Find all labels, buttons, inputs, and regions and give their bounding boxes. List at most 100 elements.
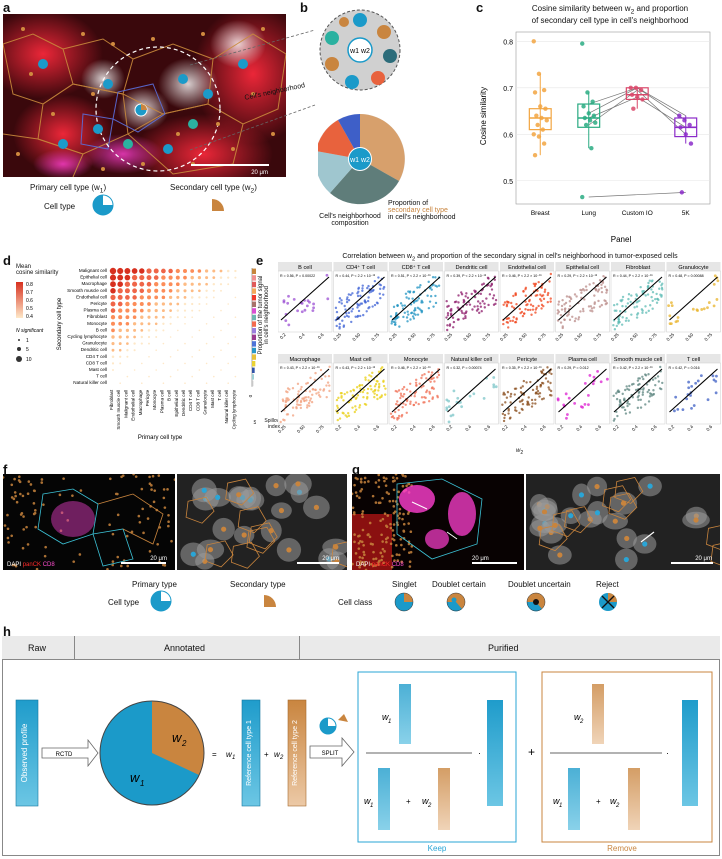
chart-c-point-2-6: [631, 106, 636, 111]
chart-d-dot-7-2: [125, 315, 130, 320]
chart-e-point-14-52: [638, 377, 642, 380]
chart-e-point-4-80: [524, 294, 527, 297]
chart-e-point-12-0: [509, 395, 512, 398]
chart-d-dot-12-12: [198, 349, 201, 351]
chart-e-point-5-31: [605, 302, 609, 305]
chart-e-xtick-2-0: 0.25: [388, 332, 398, 342]
chart-e-point-12-4: [534, 402, 537, 405]
chart-e-point-9-56: [336, 404, 339, 408]
chart-e-xtick-11-2: 0.6: [483, 424, 491, 432]
chart-e-point-1-19: [350, 310, 353, 313]
chart-e-point-8-87: [287, 398, 291, 401]
chart-e-point-4-64: [540, 307, 543, 310]
g-transcript-dot: [390, 565, 394, 569]
g-transcript-dot: [392, 534, 396, 537]
svg-text:2: 2: [615, 803, 620, 809]
g-transcript-dot: [391, 476, 395, 479]
chart-e-point-10-66: [401, 405, 404, 409]
chart-e-point-10-7: [408, 382, 412, 385]
cell-centroid-dot: [295, 481, 301, 487]
chart-e-point-9-4: [384, 393, 387, 396]
f-transcript-dot: [34, 509, 37, 512]
chart-e-point-3-38: [492, 294, 496, 297]
chart-d-dot-12-0: [111, 348, 115, 352]
f-transcript-dot: [62, 477, 65, 480]
chart-d-dot-5-8: [169, 302, 173, 306]
svg-text:w: w: [553, 796, 560, 806]
chart-e-point-15-6: [694, 381, 698, 385]
chart-d-dot-0-1: [117, 267, 124, 275]
chart-e-xtick-14-1: 0.4: [631, 424, 639, 432]
chart-c-point-3-3: [678, 125, 683, 130]
f-transcript-dot: [22, 528, 26, 531]
chart-e-point-5-80: [605, 288, 608, 291]
chart-e-point-6-87: [626, 302, 630, 305]
chart-e-xtick-3-2: 0.75: [481, 332, 491, 342]
workflow-diagram: Observed profile RCTD w 2 w 1 = w 1 Refe…: [15, 671, 713, 853]
f-transcript-dot: [148, 475, 151, 479]
chart-e-point-1-55: [335, 310, 339, 314]
chart-d-dot-16-14: [213, 375, 215, 378]
chart-e-point-8-80: [305, 406, 309, 409]
chart-e-point-2-87: [399, 302, 403, 305]
chart-e-point-5-76: [569, 297, 573, 301]
chart-e-point-2-43: [416, 313, 420, 316]
f-transcript-dot: [6, 536, 10, 540]
chart-c-point-1-5: [591, 113, 597, 118]
chart-e-point-0-17: [300, 310, 304, 314]
chart-d-dot-1-6: [153, 275, 159, 280]
chart-d-dot-9-3: [133, 328, 137, 332]
chart-d-dot-5-0: [110, 301, 116, 307]
chart-d-dot-7-5: [147, 315, 151, 319]
f-transcript-dot: [157, 474, 161, 477]
chart-e-point-5-78: [604, 300, 607, 303]
g-transcript-dot: [372, 557, 375, 561]
chart-d-col-label-10: Dendritic cell: [181, 390, 186, 416]
chart-e-point-1-85: [364, 301, 367, 304]
chart-e-point-2-89: [427, 306, 431, 310]
chart-e-point-10-65: [433, 380, 436, 383]
legend2-secondary-wedge-icon: [264, 595, 276, 607]
chart-e-point-12-56: [521, 402, 525, 406]
g-transcript-dot: [363, 553, 366, 557]
chart-d-dot-4-11: [190, 296, 194, 299]
chart-e-xtick-0-0: 0.2: [279, 332, 287, 340]
chart-e-point-9-71: [376, 397, 379, 401]
chart-d-dot-2-15: [219, 283, 223, 286]
chart-e-point-11-17: [494, 385, 498, 389]
chart-e-point-5-1: [566, 314, 569, 317]
g-transcript-dot: [372, 550, 375, 554]
chart-d-dot-7-0: [110, 315, 116, 320]
f-transcript-dot: [126, 564, 129, 568]
chart-e-stat-4: R = 0.46, P < 2.2 × 10⁻¹⁶: [502, 274, 542, 278]
chart-e-point-3-32: [456, 306, 460, 309]
chart-d-dot-1-13: [205, 276, 209, 280]
scalebar-label-a: 20 μm: [251, 170, 268, 176]
chart-d-col-label-3: Endothelial cell: [131, 390, 136, 421]
chart-e-point-1-8: [382, 293, 385, 296]
chart-e-point-14-61: [616, 414, 619, 418]
chart-c-point-3-2: [687, 122, 692, 128]
chart-d-dot-1-5: [146, 275, 152, 281]
chart-e-xtick-12-1: 0.4: [520, 424, 528, 432]
chart-d-dot-17-16: [227, 382, 229, 384]
chart-e-point-6-80: [619, 299, 622, 302]
chart-e-point-6-43: [647, 281, 650, 285]
chart-e-point-6-50: [651, 291, 655, 294]
chart-e-point-6-34: [655, 301, 659, 304]
f-transcript-dot: [134, 475, 138, 478]
chart-e-point-7-0: [702, 307, 706, 311]
chart-e-point-10-41: [432, 387, 435, 390]
chart-e-stat-2: R = 0.51, P < 2.2 × 10⁻¹⁶: [391, 274, 431, 278]
chart-e-point-5-79: [580, 289, 583, 292]
chart-e-point-6-12: [625, 317, 628, 320]
chart-e-stat-8: R = 0.43, P < 2.2 × 10⁻¹⁶: [280, 366, 320, 370]
chart-e-point-9-61: [375, 379, 379, 383]
g-transcript-dot: [407, 522, 410, 525]
chart-d-dot-17-13: [205, 382, 208, 384]
chart-e-point-0-15: [312, 302, 315, 306]
chart-e-xtick-4-2: 0.75: [537, 332, 547, 342]
chart-e-point-9-63: [351, 406, 354, 409]
legend-cell-type-title: Cell type: [44, 202, 76, 211]
